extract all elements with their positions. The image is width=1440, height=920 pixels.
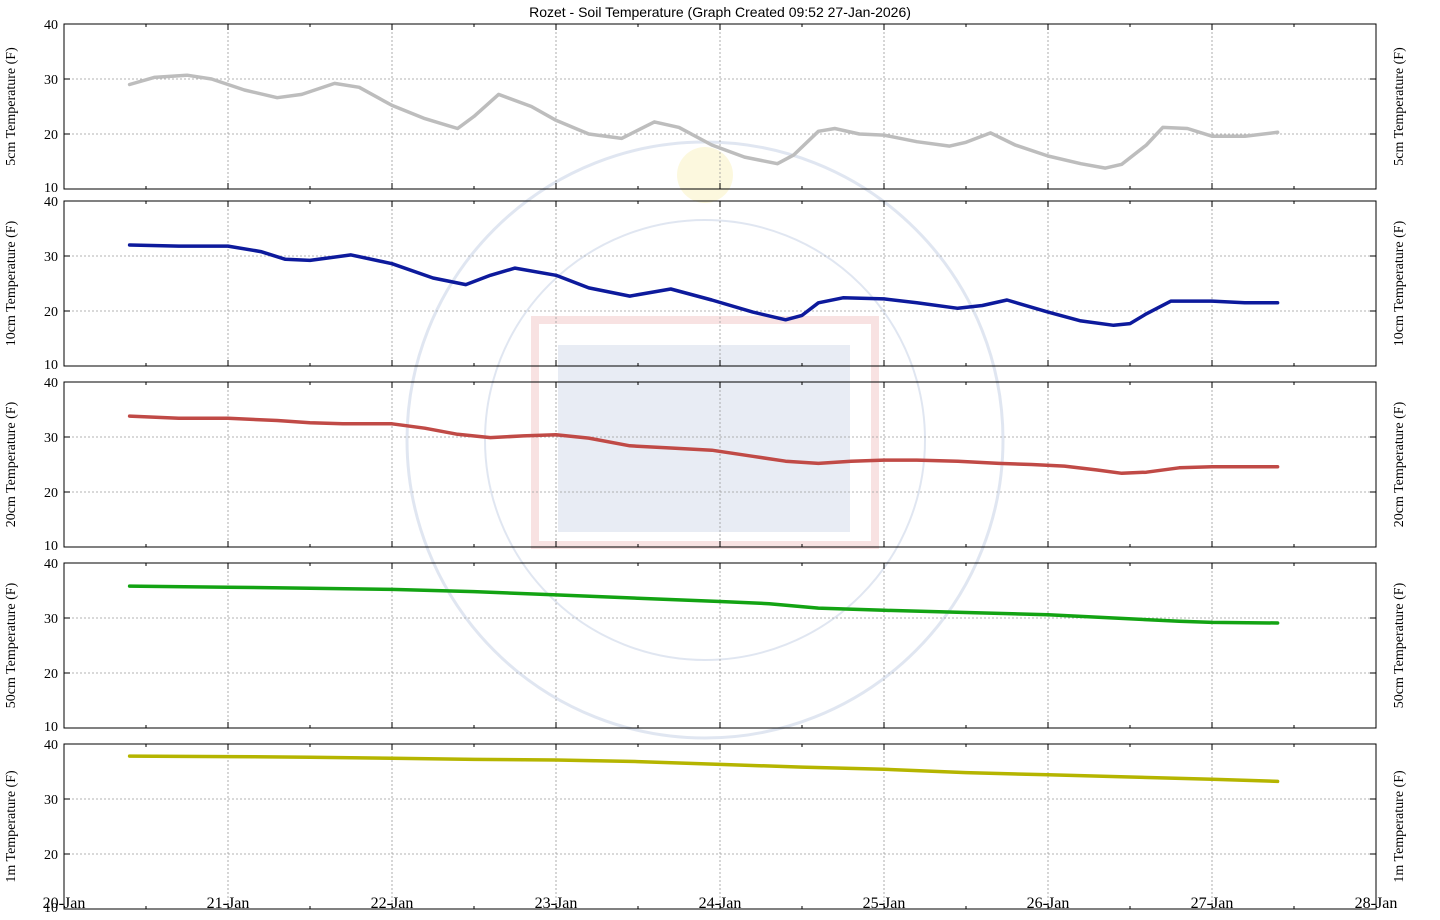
y-axis-label-right: 5cm Temperature (F) xyxy=(1392,47,1407,166)
y-tick-label: 20 xyxy=(44,305,58,320)
y-tick-label: 40 xyxy=(44,18,58,33)
panel-1: 10 20 30 40 5cm Temperature (F) 5cm Temperatu… xyxy=(4,18,1407,196)
y-axis-label-left: 10cm Temperature (F) xyxy=(4,220,19,346)
y-tick-label: 10 xyxy=(44,539,58,554)
x-tick-label: 26-Jan xyxy=(1027,895,1070,912)
x-tick-label: 28-Jan xyxy=(1355,895,1398,912)
y-tick-label: 30 xyxy=(44,73,58,88)
y-tick-label: 40 xyxy=(44,195,58,210)
y-axis-label-left: 20cm Temperature (F) xyxy=(4,401,19,527)
panel-frame xyxy=(63,200,1377,367)
y-tick-label: 10 xyxy=(44,901,58,916)
y-axis-label-right: 50cm Temperature (F) xyxy=(1392,582,1407,708)
y-tick-label: 10 xyxy=(44,358,58,373)
y-tick-label: 30 xyxy=(44,612,58,627)
x-tick-label: 24-Jan xyxy=(699,895,742,912)
series-line-2 xyxy=(127,243,1280,328)
panel-4: 10 20 30 40 50cm Temperature (F) 50cm Tempera… xyxy=(4,557,1407,735)
x-tick-label: 23-Jan xyxy=(535,895,578,912)
series-line-1 xyxy=(127,73,1280,170)
y-tick-label: 20 xyxy=(44,486,58,501)
y-axis-label-left: 5cm Temperature (F) xyxy=(4,47,19,166)
y-tick-label: 30 xyxy=(44,250,58,265)
panels: 10 20 30 40 5cm Temperature (F) 5cm Temperatu… xyxy=(4,18,1407,916)
x-tick-label: 25-Jan xyxy=(863,895,906,912)
y-tick-label: 10 xyxy=(44,720,58,735)
y-axis-label-left: 1m Temperature (F) xyxy=(4,770,19,883)
y-tick-label: 40 xyxy=(44,557,58,572)
panel-frame xyxy=(63,381,1377,548)
y-tick-label: 40 xyxy=(44,738,58,753)
wyoming-climate-office-watermark xyxy=(405,140,1005,740)
x-axis: 20-Jan 21-Jan 22-Jan 23-Jan 24-Jan 25-Jan 26-J… xyxy=(43,895,1398,912)
y-axis-label-right: 10cm Temperature (F) xyxy=(1392,220,1407,346)
y-axis-label-right: 20cm Temperature (F) xyxy=(1392,401,1407,527)
y-tick-label: 20 xyxy=(44,128,58,143)
panel-5: 10 20 30 40 1m Temperature (F) 1m Temperature… xyxy=(4,738,1407,916)
y-tick-label: 20 xyxy=(44,848,58,863)
y-tick-label: 20 xyxy=(44,667,58,682)
x-tick-label: 20-Jan xyxy=(43,895,86,912)
series-line-4 xyxy=(127,584,1280,625)
series-line-5 xyxy=(127,754,1280,784)
y-tick-label: 40 xyxy=(44,376,58,391)
x-tick-label: 21-Jan xyxy=(207,895,250,912)
panel-2: 10 20 30 40 10cm Temperature (F) 10cm Tempera… xyxy=(4,195,1407,373)
y-tick-label: 30 xyxy=(44,431,58,446)
y-tick-label: 10 xyxy=(44,181,58,196)
chart-title: Rozet - Soil Temperature (Graph Created … xyxy=(529,4,911,20)
y-tick-label: 30 xyxy=(44,793,58,808)
y-axis-label-right: 1m Temperature (F) xyxy=(1392,770,1407,883)
panel-3: 10 20 30 40 20cm Temperature (F) 20cm Tempera… xyxy=(4,376,1407,554)
series-line-3 xyxy=(127,414,1280,476)
x-tick-label: 27-Jan xyxy=(1191,895,1234,912)
panel-frame xyxy=(63,562,1377,729)
y-axis-label-left: 50cm Temperature (F) xyxy=(4,582,19,708)
x-tick-label: 22-Jan xyxy=(371,895,414,912)
panel-frame xyxy=(63,23,1377,190)
panel-frame xyxy=(63,743,1377,910)
